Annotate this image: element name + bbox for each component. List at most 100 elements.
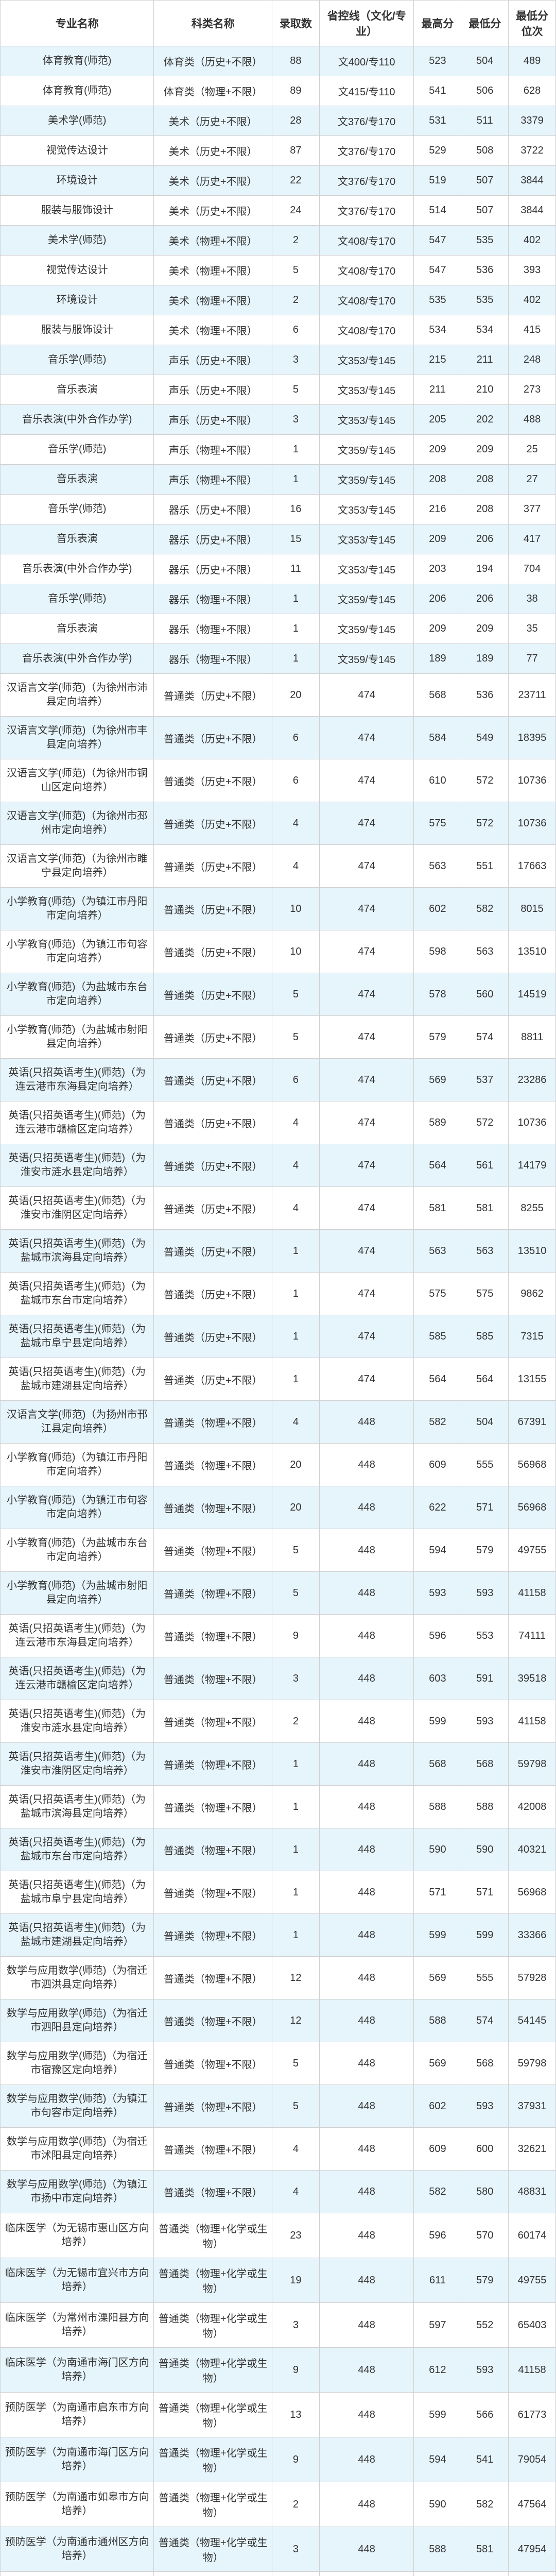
table-cell: 4 [272,845,320,888]
table-cell: 575 [414,1273,461,1315]
table-cell: 3844 [509,166,556,196]
table-cell: 13510 [509,930,556,973]
table-cell: 英语(只招英语考生)(师范)（为连云港市赣榆区定向培养） [1,1657,154,1700]
table-cell: 547 [414,256,461,285]
table-cell: 英语(只招英语考生)(师范)（为连云港市赣榆区定向培养） [1,1101,154,1144]
table-cell: 612 [414,2348,461,2393]
table-cell: 英语(只招英语考生)(师范)（为连云港市东海县定向培养） [1,1615,154,1657]
table-cell: 599 [414,1914,461,1957]
table-cell: 571 [461,1486,509,1529]
table-cell: 572 [461,1101,509,1144]
table-cell: 普通类（物理+不限） [154,2171,272,2213]
table-cell: 590 [414,1828,461,1871]
table-row: 数学与应用数学(师范)（为宿迁市泗阳县定向培养）普通类（物理+不限）124485… [1,1999,556,2042]
table-cell: 10736 [509,759,556,802]
table-cell: 553 [461,1615,509,1657]
table-cell: 临床医学（为无锡市惠山区方向培养） [1,2213,154,2258]
table-cell: 数学与应用数学(师范)（为镇江市句容市定向培养） [1,2085,154,2128]
table-cell: 563 [461,1230,509,1273]
table-cell: 9 [272,1615,320,1657]
table-cell: 585 [461,1315,509,1358]
table-cell: 574 [461,1016,509,1059]
table-cell: 582 [414,2171,461,2213]
table-cell: 590 [461,1828,509,1871]
table-row: 数学与应用数学(师范)（为镇江市句容市定向培养）普通类（物理+不限）544860… [1,2085,556,2128]
table-cell: 504 [461,46,509,76]
table-row: 英语(只招英语考生)(师范)（为盐城市滨海县定向培养）普通类（历史+不限）147… [1,1230,556,1273]
table-cell: 文353/专145 [319,524,414,554]
table-cell: 599 [414,2393,461,2437]
table-cell: 511 [461,106,509,136]
table-cell: 数学与应用数学(师范)（为宿迁市沭阳县定向培养） [1,2128,154,2171]
table-cell: 文376/专170 [319,136,414,166]
table-cell: 20 [272,1444,320,1486]
table-row: 预防医学（为南京市六合区方向培养）普通类（物理+化学或生物）2448596553… [1,2572,556,2576]
table-cell: 普通类（物理+化学或生物） [154,2527,272,2572]
table-cell: 小学教育(师范)（为盐城市射阳县定向培养） [1,1016,154,1059]
table-cell: 1 [272,644,320,674]
table-cell: 211 [414,375,461,405]
table-cell: 474 [319,1144,414,1187]
table-row: 小学教育(师范)（为盐城市东台市定向培养）普通类（历史+不限）547457856… [1,973,556,1016]
table-cell: 24 [272,196,320,226]
table-cell: 英语(只招英语考生)(师范)（为盐城市滨海县定向培养） [1,1230,154,1273]
table-cell: 448 [319,1486,414,1529]
table-cell: 普通类（历史+不限） [154,1273,272,1315]
table-cell: 1 [272,1230,320,1273]
table-cell: 3844 [509,196,556,226]
table-cell: 551 [461,845,509,888]
table-cell: 音乐学(师范) [1,435,154,465]
table-cell: 209 [461,614,509,644]
table-row: 英语(只招英语考生)(师范)（为连云港市东海县定向培养）普通类（历史+不限）64… [1,1059,556,1101]
table-cell: 209 [414,435,461,465]
table-cell: 英语(只招英语考生)(师范)（为盐城市东台市定向培养） [1,1828,154,1871]
table-cell: 2 [272,226,320,256]
table-cell: 569 [414,1957,461,1999]
table-cell: 4 [272,2171,320,2213]
table-cell: 402 [509,226,556,256]
table-cell: 588 [461,1786,509,1828]
table-cell: 汉语言文学(师范)（为徐州市睢宁县定向培养） [1,845,154,888]
table-cell: 普通类（历史+不限） [154,802,272,845]
table-row: 音乐学(师范)声乐（历史+不限）3文353/专145215211248 [1,345,556,375]
table-cell: 448 [319,2213,414,2258]
table-cell: 448 [319,1914,414,1957]
table-cell: 音乐表演 [1,465,154,495]
table-cell: 61773 [509,2393,556,2437]
table-cell: 594 [414,2437,461,2482]
col-min-score: 最低分 [461,1,509,46]
table-cell: 208 [414,465,461,495]
table-cell: 448 [319,1871,414,1914]
table-cell: 575 [461,1273,509,1315]
table-cell: 1 [272,1273,320,1315]
table-row: 汉语言文学(师范)（为徐州市睢宁县定向培养）普通类（历史+不限）44745635… [1,845,556,888]
table-cell: 47954 [509,2527,556,2572]
table-cell: 49755 [509,2258,556,2303]
table-row: 环境设计美术（历史+不限）22文376/专1705195073844 [1,166,556,196]
table-cell: 536 [461,256,509,285]
table-row: 音乐表演器乐（物理+不限）1文359/专14520920935 [1,614,556,644]
table-cell: 41158 [509,1572,556,1615]
table-cell: 音乐学(师范) [1,495,154,524]
table-row: 服装与服饰设计美术（历史+不限）24文376/专1705145073844 [1,196,556,226]
table-cell: 417 [509,524,556,554]
table-cell: 564 [414,1144,461,1187]
table-cell: 服装与服饰设计 [1,315,154,345]
table-cell: 3 [272,2527,320,2572]
table-cell: 35 [509,614,556,644]
table-cell: 音乐表演(中外合作办学) [1,554,154,584]
table-cell: 7315 [509,1315,556,1358]
table-cell: 1 [272,1786,320,1828]
table-cell: 小学教育(师范)（为盐城市射阳县定向培养） [1,1572,154,1615]
table-cell: 文376/专170 [319,166,414,196]
table-cell: 448 [319,1529,414,1572]
table-cell: 569 [414,2042,461,2085]
table-cell: 临床医学（为南通市海门区方向培养） [1,2348,154,2393]
table-cell: 541 [414,76,461,106]
table-cell: 英语(只招英语考生)(师范)（为盐城市东台市定向培养） [1,1273,154,1315]
table-cell: 581 [461,1187,509,1230]
table-cell: 英语(只招英语考生)(师范)（为淮安市淮阴区定向培养） [1,1187,154,1230]
table-row: 预防医学（为南通市通州区方向培养）普通类（物理+化学或生物）3448588581… [1,2527,556,2572]
table-cell: 普通类（物理+不限） [154,2085,272,2128]
table-row: 汉语言文学(师范)（为徐州市铜山区定向培养）普通类（历史+不限）64746105… [1,759,556,802]
